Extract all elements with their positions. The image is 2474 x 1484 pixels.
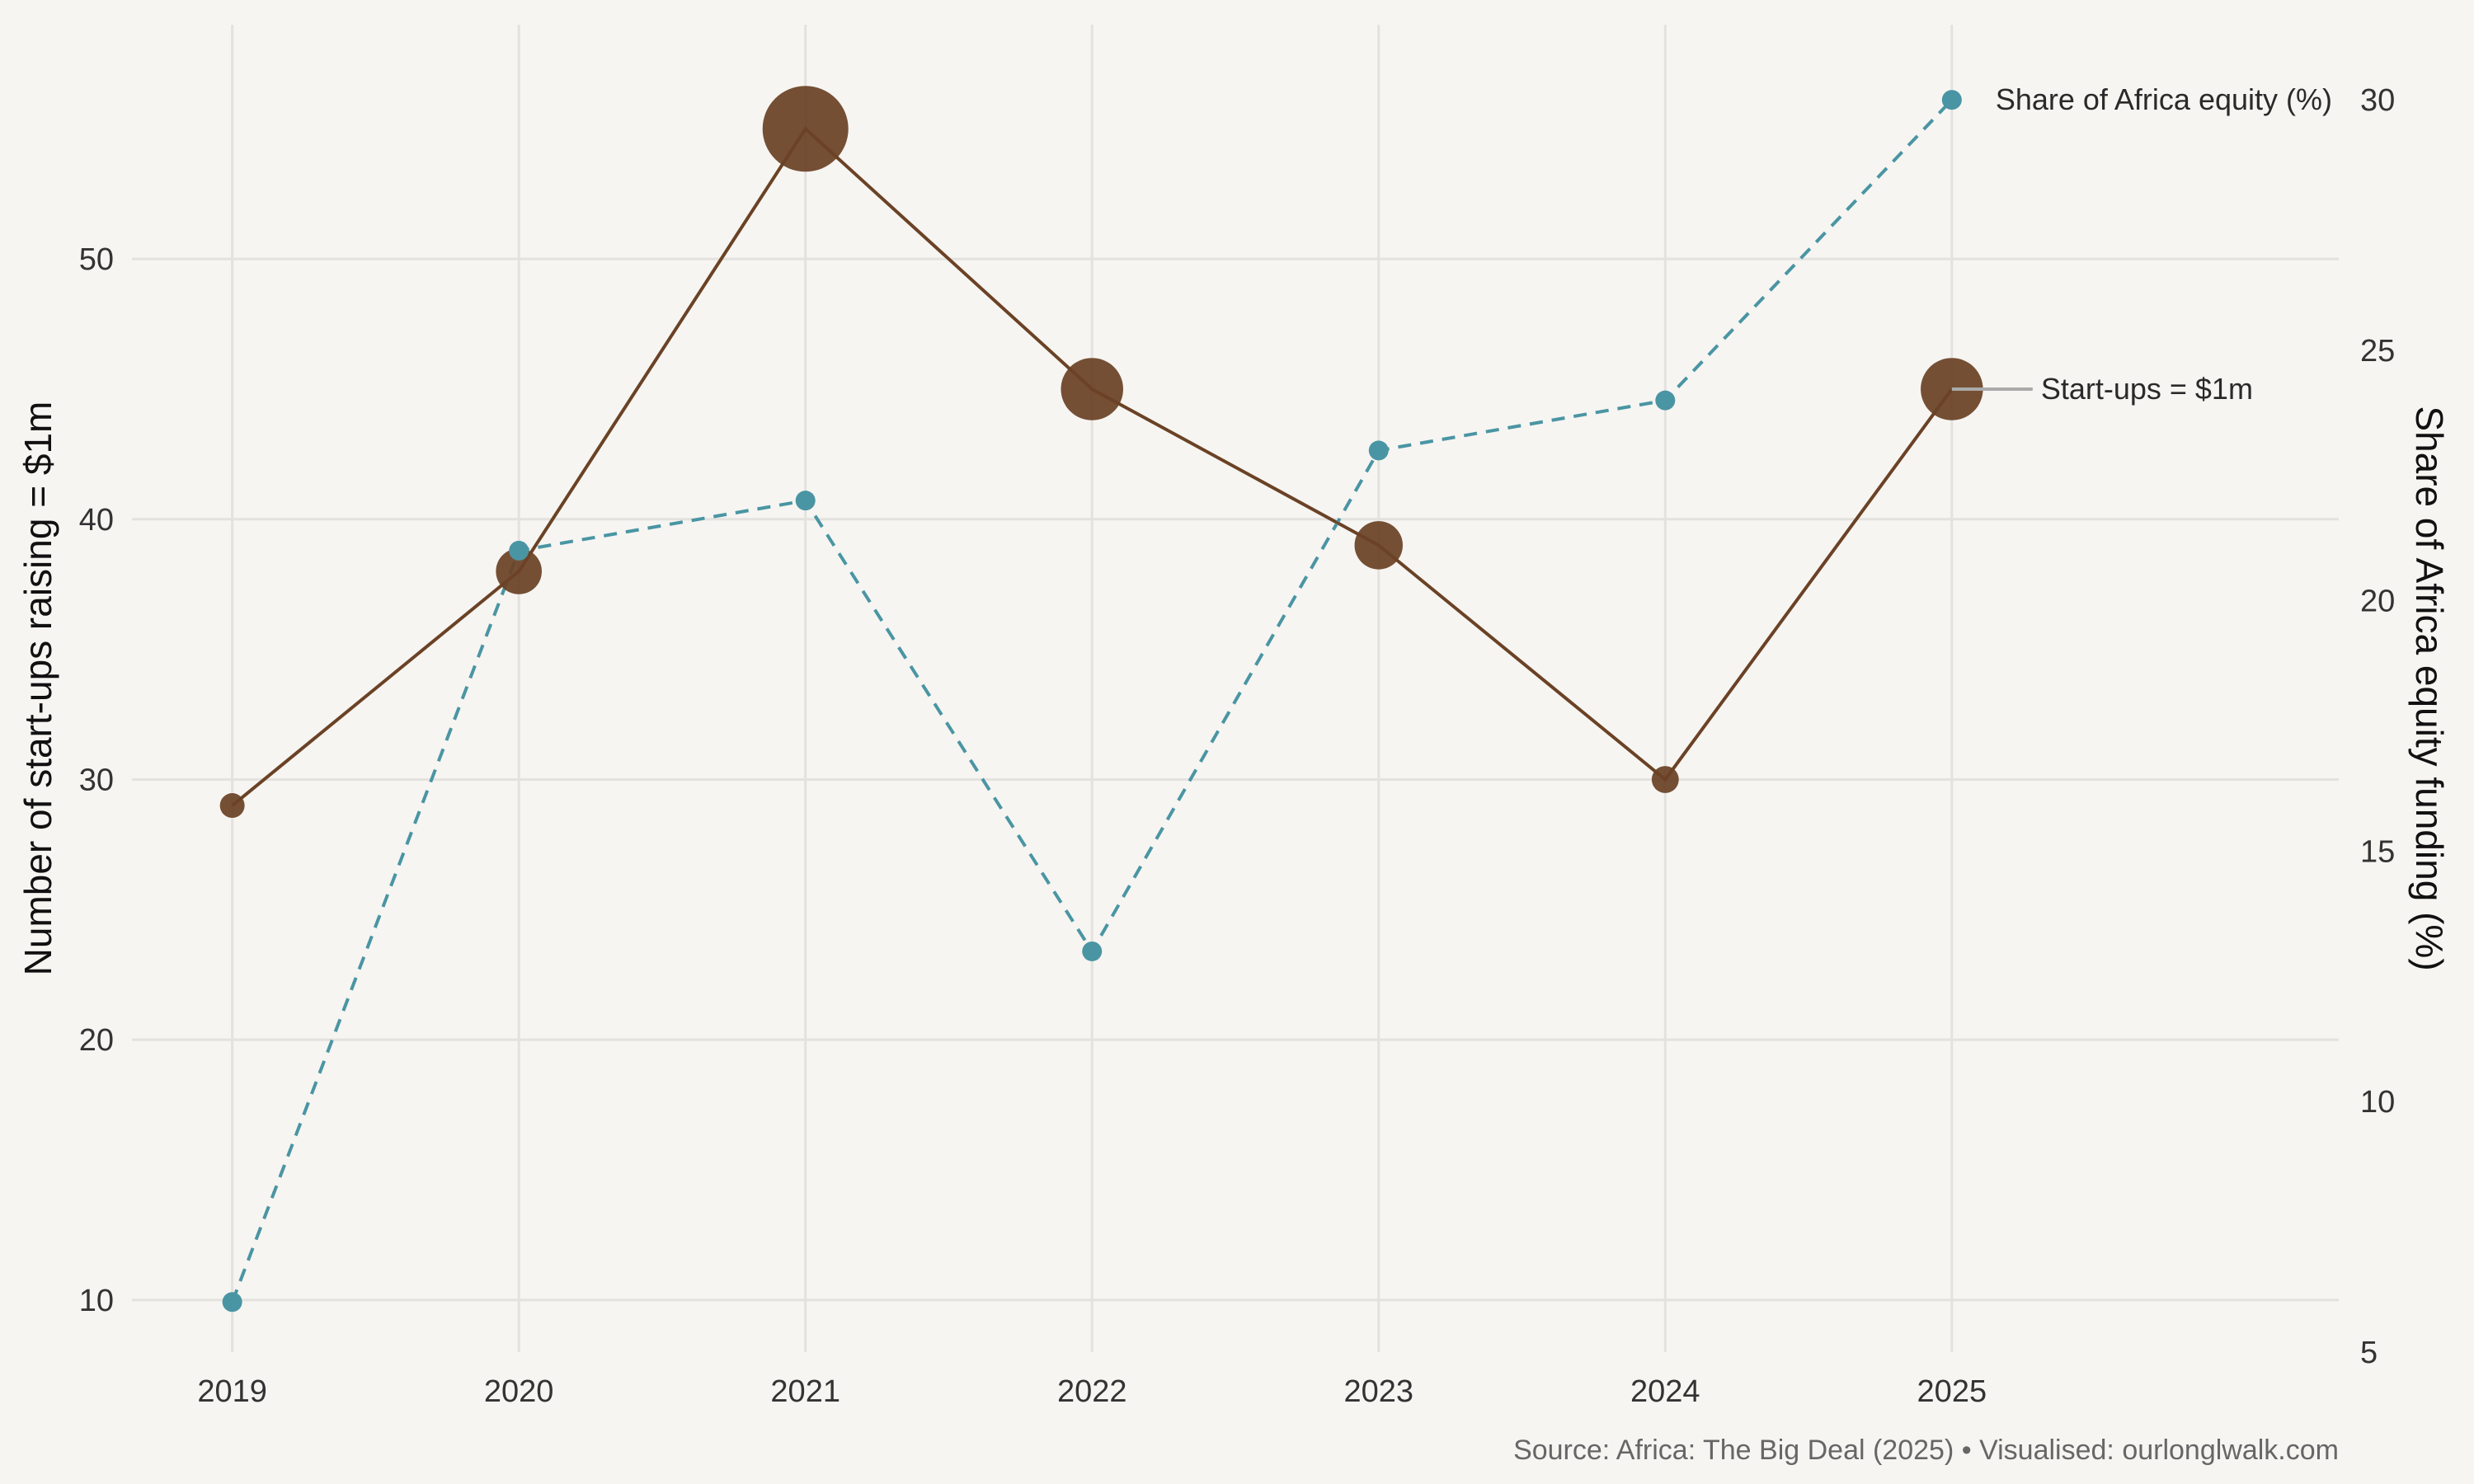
share-point [1941, 90, 1962, 110]
y-right-tick-label: 5 [2360, 1336, 2378, 1370]
x-tick-label: 2024 [1630, 1374, 1700, 1409]
y-left-tick-label: 10 [79, 1284, 114, 1318]
share-point [1082, 941, 1103, 961]
x-tick-label: 2021 [770, 1374, 840, 1409]
grid [132, 25, 2339, 1352]
x-tick-label: 2025 [1917, 1374, 1987, 1409]
source-caption: Source: Africa: The Big Deal (2025) • Vi… [1513, 1435, 2339, 1466]
y-right-axis-title: Share of Africa equity funding (%) [2408, 406, 2451, 970]
x-tick-label: 2023 [1343, 1374, 1413, 1409]
share-series-label: Share of Africa equity (%) [1996, 82, 2332, 116]
y-left-axis-title: Number of start-ups raising = $1m [16, 402, 59, 976]
share-point [1368, 440, 1389, 461]
x-tick-label: 2019 [197, 1374, 267, 1409]
y-right-tick-label: 25 [2360, 334, 2395, 369]
labels: 2019 2020 2021 2022 2023 2024 2025102030405051… [79, 82, 2396, 1409]
y-left-tick-label: 40 [79, 503, 114, 538]
share-point [509, 540, 529, 561]
x-tick-label: 2020 [484, 1374, 554, 1409]
y-right-tick-label: 20 [2360, 585, 2395, 619]
share-point [222, 1292, 242, 1313]
y-right-tick-label: 30 [2360, 83, 2395, 118]
y-right-tick-label: 10 [2360, 1085, 2395, 1120]
share-point [795, 491, 816, 511]
y-right-tick-label: 15 [2360, 834, 2395, 869]
series [219, 86, 1983, 1313]
share-point [1655, 390, 1676, 411]
startups-series-label: Start-ups = $1m [2041, 372, 2253, 406]
y-left-tick-label: 20 [79, 1023, 114, 1058]
startups-series-line-overlay [231, 126, 1954, 807]
x-tick-label: 2022 [1057, 1374, 1127, 1409]
y-left-tick-label: 30 [79, 763, 114, 797]
y-left-tick-label: 50 [79, 242, 114, 277]
